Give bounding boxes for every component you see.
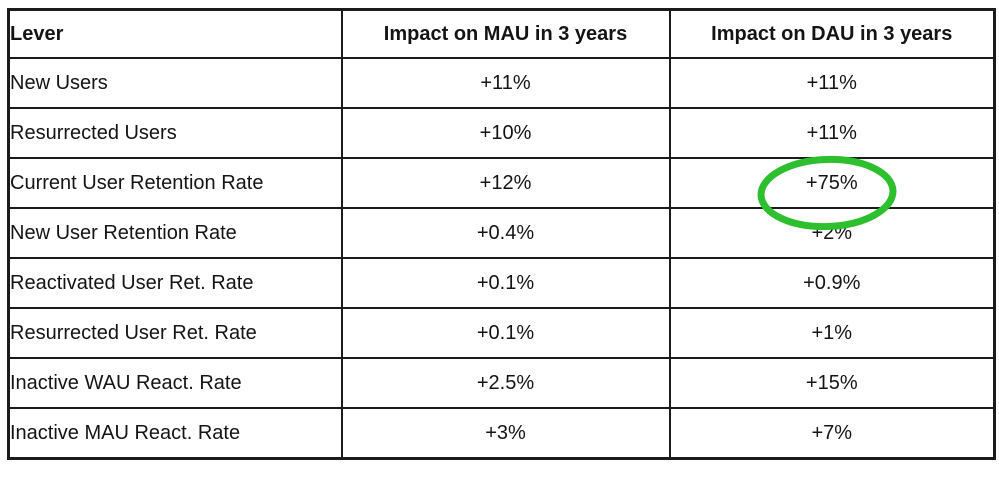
lever-cell: Resurrected User Ret. Rate xyxy=(7,307,343,359)
dau-impact-cell: +15% xyxy=(668,357,996,409)
column-header-mau-impact: Impact on MAU in 3 years xyxy=(340,8,671,59)
mau-impact-cell: +10% xyxy=(340,107,671,159)
table-row: Reactivated User Ret. Rate +0.1% +0.9% xyxy=(7,257,996,309)
table-row: Current User Retention Rate +12% +75% xyxy=(7,157,996,209)
impact-table: Lever Impact on MAU in 3 years Impact on… xyxy=(7,8,996,460)
lever-cell: Inactive MAU React. Rate xyxy=(7,407,343,460)
mau-impact-cell: +0.1% xyxy=(340,307,671,359)
lever-cell: New User Retention Rate xyxy=(7,207,343,259)
mau-impact-cell: +2.5% xyxy=(340,357,671,409)
lever-cell: New Users xyxy=(7,57,343,109)
lever-cell: Reactivated User Ret. Rate xyxy=(7,257,343,309)
table-row: New User Retention Rate +0.4% +2% xyxy=(7,207,996,259)
table-row: Inactive MAU React. Rate +3% +7% xyxy=(7,407,996,460)
dau-impact-cell: +0.9% xyxy=(668,257,996,309)
lever-cell: Resurrected Users xyxy=(7,107,343,159)
dau-impact-cell-highlighted: +75% xyxy=(668,157,996,209)
table-row: New Users +11% +11% xyxy=(7,57,996,109)
dau-impact-cell: +7% xyxy=(668,407,996,460)
dau-impact-cell: +11% xyxy=(668,107,996,159)
mau-impact-cell: +11% xyxy=(340,57,671,109)
header-row: Lever Impact on MAU in 3 years Impact on… xyxy=(7,8,996,59)
column-header-dau-impact: Impact on DAU in 3 years xyxy=(668,8,996,59)
lever-cell: Inactive WAU React. Rate xyxy=(7,357,343,409)
table-row: Inactive WAU React. Rate +2.5% +15% xyxy=(7,357,996,409)
table-row: Resurrected Users +10% +11% xyxy=(7,107,996,159)
column-header-lever: Lever xyxy=(7,8,343,59)
dau-impact-cell: +11% xyxy=(668,57,996,109)
mau-impact-cell: +0.1% xyxy=(340,257,671,309)
dau-impact-cell: +2% xyxy=(668,207,996,259)
mau-impact-cell: +3% xyxy=(340,407,671,460)
mau-impact-cell: +0.4% xyxy=(340,207,671,259)
lever-cell: Current User Retention Rate xyxy=(7,157,343,209)
dau-impact-cell: +1% xyxy=(668,307,996,359)
table-row: Resurrected User Ret. Rate +0.1% +1% xyxy=(7,307,996,359)
mau-impact-cell: +12% xyxy=(340,157,671,209)
